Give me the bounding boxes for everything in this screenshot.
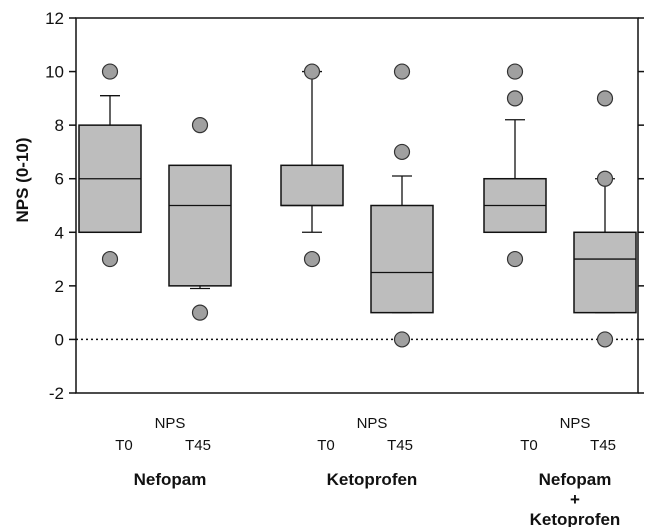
outlier-point (596, 90, 614, 107)
box-label: T45 (590, 437, 616, 454)
y-tick-label: 0 (55, 330, 64, 349)
y-tick-label: 10 (45, 63, 64, 82)
box-label: T0 (115, 437, 133, 454)
box-label: T0 (520, 437, 538, 454)
box-label: T45 (185, 437, 211, 454)
y-tick-label: 8 (55, 116, 64, 135)
box (168, 164, 232, 287)
box-label: T45 (387, 437, 413, 454)
group-subheader: NPS (357, 415, 388, 432)
outlier-point (191, 117, 209, 134)
plot-area (75, 17, 639, 394)
y-tick-label: 6 (55, 170, 64, 189)
outlier-point (393, 63, 411, 80)
y-tick-label: 2 (55, 277, 64, 296)
group-label: Nefopam (539, 470, 612, 489)
outlier-point (101, 250, 119, 268)
outlier-point (303, 63, 321, 80)
y-tick-label: 4 (55, 223, 64, 242)
y-axis: -2 0 2 4 6 8 10 12 (45, 9, 644, 403)
outlier-point (506, 90, 524, 107)
group-subheader: NPS (560, 415, 591, 432)
group-label: + (570, 490, 580, 509)
group-subheader: NPS (155, 415, 186, 432)
outlier-point (596, 331, 614, 348)
outlier-point (506, 63, 524, 80)
box-label: T0 (317, 437, 335, 454)
y-tick-label: 12 (45, 9, 64, 28)
outlier-point (191, 304, 209, 321)
outlier-point (506, 250, 524, 268)
outlier-point (303, 250, 321, 268)
y-axis-label: NPS (0-10) (13, 137, 32, 222)
group-label: Ketoprofen (530, 510, 621, 527)
outlier-point (101, 63, 119, 80)
outlier-point (596, 170, 614, 187)
group-label: Nefopam (134, 470, 207, 489)
group-label: Ketoprofen (327, 470, 418, 489)
outlier-point (393, 331, 411, 348)
box (573, 231, 637, 314)
y-tick-label: -2 (49, 384, 64, 403)
box (280, 164, 344, 207)
box (370, 204, 434, 314)
outlier-point (393, 143, 411, 161)
box-series (78, 63, 637, 348)
